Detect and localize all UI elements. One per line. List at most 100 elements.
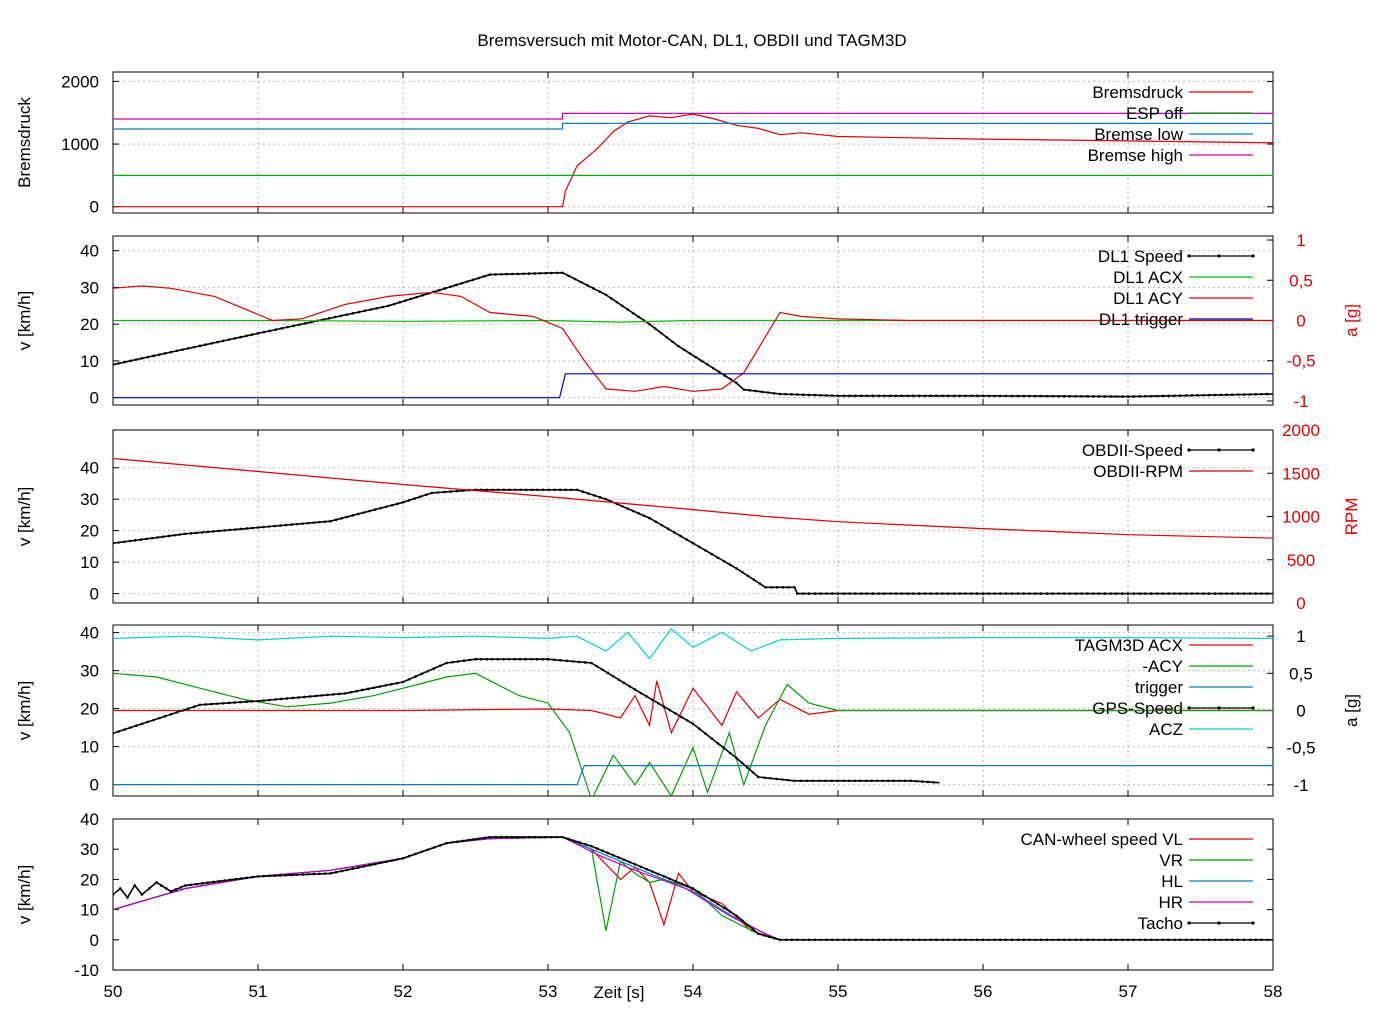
series-line-dl1-acx <box>113 319 1273 323</box>
series-marker <box>485 657 488 661</box>
series-marker <box>1207 393 1211 397</box>
series-marker <box>128 539 132 543</box>
series-marker <box>262 699 266 702</box>
series-marker <box>1236 938 1240 942</box>
series-marker <box>593 494 596 497</box>
series-marker <box>1178 394 1182 397</box>
series-marker <box>204 703 208 706</box>
series-marker <box>912 394 915 398</box>
series-marker <box>1213 393 1217 397</box>
series-marker <box>883 394 886 398</box>
series-marker <box>284 523 288 527</box>
series-marker <box>799 779 803 783</box>
series-marker <box>536 488 539 492</box>
series-marker <box>550 271 553 275</box>
series-marker <box>443 287 447 290</box>
series-marker <box>200 531 204 534</box>
series-marker <box>456 660 460 663</box>
series-marker <box>530 488 534 492</box>
series-marker <box>601 849 604 853</box>
series-marker <box>671 340 674 344</box>
series-marker <box>496 657 500 661</box>
series-marker <box>308 695 312 698</box>
series-marker <box>1219 592 1223 595</box>
series-marker <box>519 488 522 492</box>
series-marker <box>430 491 434 495</box>
series-marker <box>1010 394 1014 398</box>
series-marker <box>206 881 210 884</box>
series-marker <box>323 872 327 875</box>
series-marker <box>401 856 405 860</box>
series-marker <box>648 516 651 520</box>
series-marker <box>292 324 295 328</box>
series-marker <box>716 902 720 906</box>
y-tick-label: 40 <box>80 624 99 643</box>
series-marker <box>1144 592 1147 595</box>
series-marker <box>357 512 360 516</box>
series-marker <box>274 328 278 331</box>
series-marker <box>227 701 231 705</box>
series-marker <box>547 488 551 492</box>
series-marker <box>1225 938 1228 942</box>
series-marker <box>511 272 514 276</box>
series-marker <box>455 489 459 493</box>
series-marker <box>691 541 695 545</box>
series-marker <box>659 331 663 335</box>
y-tick-label: 0 <box>90 389 99 408</box>
series-marker <box>728 910 732 914</box>
series-marker <box>522 272 525 276</box>
series-marker <box>883 938 886 942</box>
series-marker <box>1080 938 1083 942</box>
series-marker <box>134 358 138 361</box>
series-marker <box>375 307 378 310</box>
series-marker <box>801 393 805 397</box>
series-marker <box>345 868 349 872</box>
series-marker <box>871 592 875 595</box>
series-marker <box>748 389 752 392</box>
y-tick-label: 20 <box>80 870 99 889</box>
legend-label: Bremse high <box>1088 146 1183 165</box>
series-marker <box>129 726 132 729</box>
series-marker <box>819 393 822 397</box>
series-marker <box>952 394 956 398</box>
series-layer <box>113 271 1273 399</box>
series-marker <box>1103 592 1107 595</box>
series-marker <box>251 526 254 530</box>
series-marker <box>384 860 388 864</box>
series-marker <box>297 696 300 699</box>
series-marker <box>1016 592 1020 595</box>
series-marker <box>999 394 1002 398</box>
series-marker <box>527 272 531 275</box>
series-marker <box>1265 592 1269 595</box>
series-marker <box>223 529 226 532</box>
series-marker <box>126 896 129 899</box>
series-line-dl1-acy <box>113 285 1273 392</box>
series-marker <box>140 357 144 360</box>
series-marker <box>314 694 318 698</box>
y2-tick-label: 0 <box>1296 312 1305 331</box>
series-marker <box>212 530 215 533</box>
series-marker <box>691 722 695 726</box>
series-marker <box>216 702 219 705</box>
series-marker <box>290 873 293 877</box>
series-marker <box>419 495 422 498</box>
series-marker <box>156 536 159 539</box>
y-axis-label: v [km/h] <box>15 681 34 741</box>
series-marker <box>813 393 817 397</box>
series-marker <box>1138 592 1141 595</box>
series-marker <box>216 340 219 344</box>
series-marker <box>363 309 367 313</box>
series-marker <box>381 305 384 309</box>
series-marker <box>552 658 556 662</box>
series-marker <box>742 388 746 391</box>
series-marker <box>1033 592 1037 595</box>
series-marker <box>1254 392 1257 396</box>
series-marker <box>604 497 608 501</box>
series-marker <box>611 675 615 678</box>
series-marker <box>685 719 689 722</box>
series-marker <box>117 362 121 365</box>
series-marker <box>1057 938 1060 942</box>
series-marker <box>1115 592 1118 595</box>
series-marker <box>1236 393 1240 396</box>
series-marker <box>577 660 581 664</box>
